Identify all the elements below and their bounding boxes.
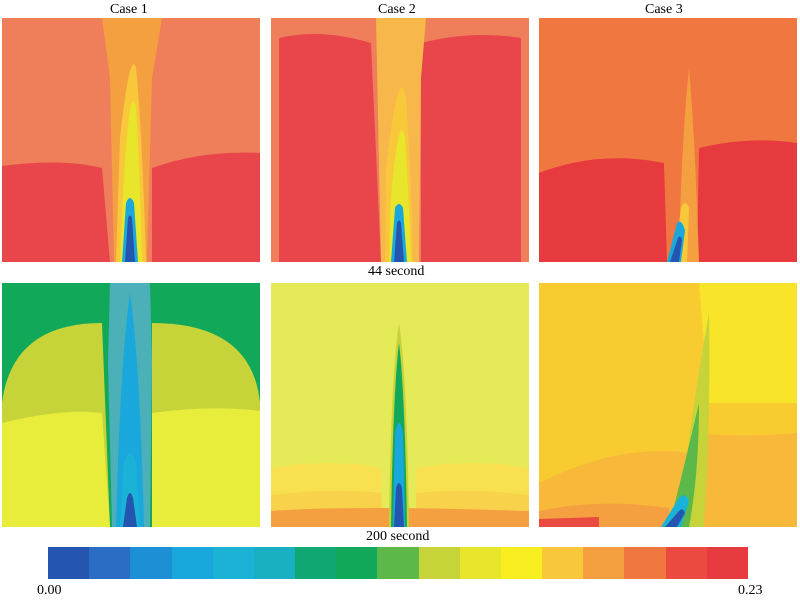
contour-plot-case1-200s	[2, 283, 260, 527]
colorbar-segment	[665, 547, 707, 579]
colorbar-max-label: 0.23	[738, 583, 763, 598]
case-3-title: Case 3	[645, 2, 683, 17]
colorbar-segment	[130, 547, 172, 579]
panel-case2-44s	[271, 18, 529, 262]
contour-plot-case2-200s	[271, 283, 529, 527]
panel-case2-200s	[271, 283, 529, 527]
row-label-200-second: 200 second	[366, 529, 430, 544]
case-2-title: Case 2	[378, 2, 416, 17]
panel-case1-44s	[2, 18, 260, 262]
colorbar-segment	[459, 547, 501, 579]
colorbar-segment	[542, 547, 584, 579]
colorbar-segment	[706, 547, 748, 579]
colorbar	[48, 547, 748, 579]
row-label-44-second: 44 second	[368, 264, 425, 279]
colorbar-segment	[295, 547, 337, 579]
colorbar-segment	[253, 547, 296, 579]
colorbar-segment	[377, 547, 419, 579]
colorbar-segment	[583, 547, 625, 579]
colorbar-segment	[418, 547, 460, 579]
contour-plot-case3-44s	[539, 18, 797, 262]
colorbar-segment	[336, 547, 378, 579]
contour-plot-case1-44s	[2, 18, 260, 262]
case-1-title: Case 1	[110, 2, 148, 17]
colorbar-segment	[624, 547, 666, 579]
contour-plot-case2-44s	[271, 18, 529, 262]
colorbar-segment	[212, 547, 254, 579]
panel-case3-44s	[539, 18, 797, 262]
panel-case1-200s	[2, 283, 260, 527]
colorbar-min-label: 0.00	[37, 583, 62, 598]
colorbar-segment	[89, 547, 131, 579]
contour-plot-case3-200s	[539, 283, 797, 527]
colorbar-segment	[500, 547, 543, 579]
colorbar-segment	[171, 547, 213, 579]
colorbar-segment	[48, 547, 90, 579]
panel-case3-200s	[539, 283, 797, 527]
